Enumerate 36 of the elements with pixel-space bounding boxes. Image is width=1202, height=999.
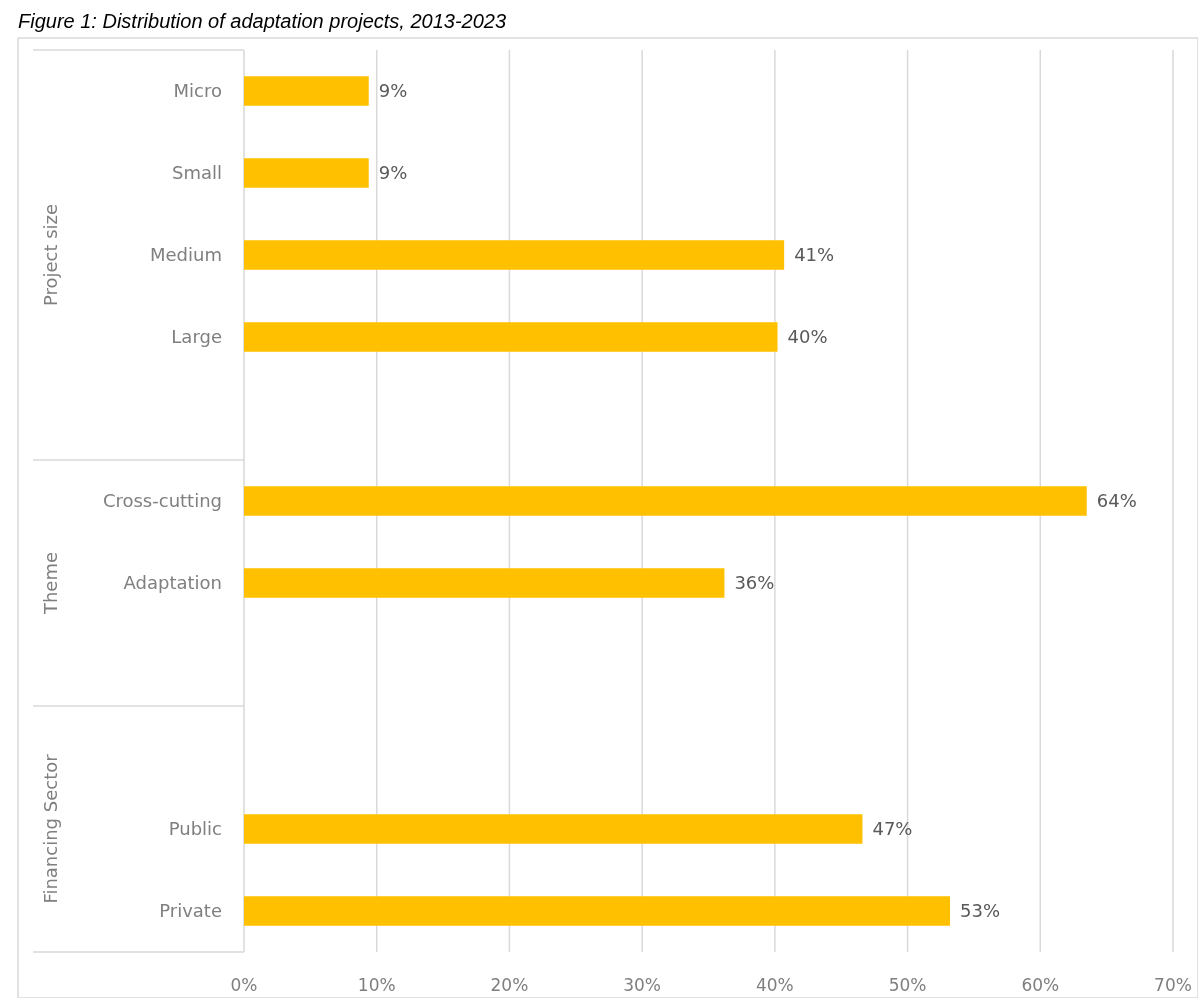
data-label: 9%: [378, 80, 408, 101]
chart-title: Figure 1: Distribution of adaptation projects, 2013-2023: [18, 10, 507, 32]
y-tick-label: Cross-cutting: [102, 490, 222, 511]
text: Financing Sector: [40, 753, 61, 904]
bar: [244, 814, 863, 844]
y-tick-label: Medium: [150, 244, 222, 265]
data-label: 36%: [734, 572, 775, 593]
x-tick-label: 50%: [888, 975, 927, 995]
data-label: 40%: [787, 326, 828, 347]
text: Project size: [40, 203, 61, 307]
y-tick-label: Small: [172, 162, 222, 183]
y-tick-label: Private: [159, 900, 222, 921]
y-tick-label: Public: [168, 818, 222, 839]
bar: [244, 896, 951, 926]
data-label: 64%: [1096, 490, 1137, 511]
bar: [244, 76, 369, 106]
bar: [244, 486, 1087, 516]
data-label: 9%: [378, 162, 408, 183]
data-label: 53%: [960, 900, 1001, 921]
data-label: 41%: [794, 244, 835, 265]
x-tick-label: 70%: [1154, 975, 1192, 995]
bar: [244, 322, 778, 352]
y-tick-label: Large: [171, 326, 222, 347]
bar: [244, 568, 725, 598]
bar: [244, 240, 785, 270]
x-tick-label: 0%: [230, 975, 258, 995]
y-tick-label: Micro: [173, 80, 222, 101]
bar: [244, 158, 369, 188]
y-tick-label: Adaptation: [123, 572, 222, 593]
x-tick-label: 40%: [755, 975, 794, 995]
x-tick-label: 30%: [623, 975, 662, 995]
x-tick-label: 10%: [357, 975, 396, 995]
data-label: 47%: [872, 818, 913, 839]
text: Theme: [40, 551, 61, 616]
x-tick-label: 60%: [1021, 975, 1060, 995]
x-tick-label: 20%: [490, 975, 529, 995]
